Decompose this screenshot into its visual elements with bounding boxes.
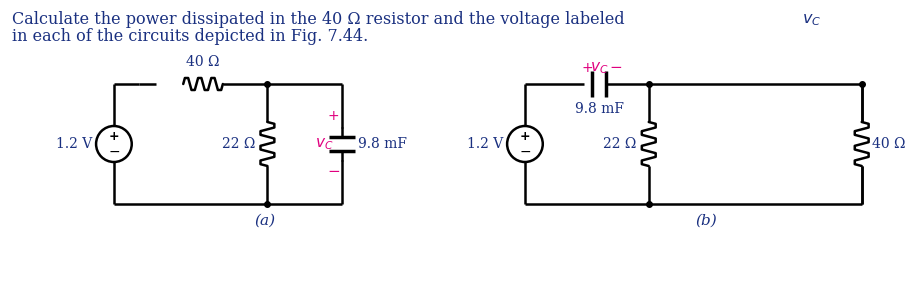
Text: +: + [581,61,592,75]
Text: Calculate the power dissipated in the 40 Ω resistor and the voltage labeled: Calculate the power dissipated in the 40… [12,11,629,28]
Text: $v_C$: $v_C$ [589,60,608,76]
Text: 22 Ω: 22 Ω [222,137,255,151]
Text: 40 Ω: 40 Ω [186,55,220,69]
Text: +: + [519,130,529,143]
Text: $v_C$: $v_C$ [315,136,333,152]
Text: −: − [327,164,340,179]
Text: −: − [108,145,119,159]
Text: 1.2 V: 1.2 V [466,137,503,151]
Text: +: + [108,130,119,143]
Text: 9.8 mF: 9.8 mF [357,137,406,151]
Text: −: − [518,145,530,159]
Text: in each of the circuits depicted in Fig. 7.44.: in each of the circuits depicted in Fig.… [12,28,368,45]
Text: 9.8 mF: 9.8 mF [574,102,623,116]
Text: (b): (b) [694,214,716,228]
Text: +: + [328,109,339,123]
Text: 1.2 V: 1.2 V [56,137,92,151]
Text: $v_C$: $v_C$ [802,11,821,28]
Text: (a): (a) [254,214,275,228]
Text: 22 Ω: 22 Ω [603,137,636,151]
Text: −: − [609,60,622,75]
Text: 40 Ω: 40 Ω [871,137,904,151]
